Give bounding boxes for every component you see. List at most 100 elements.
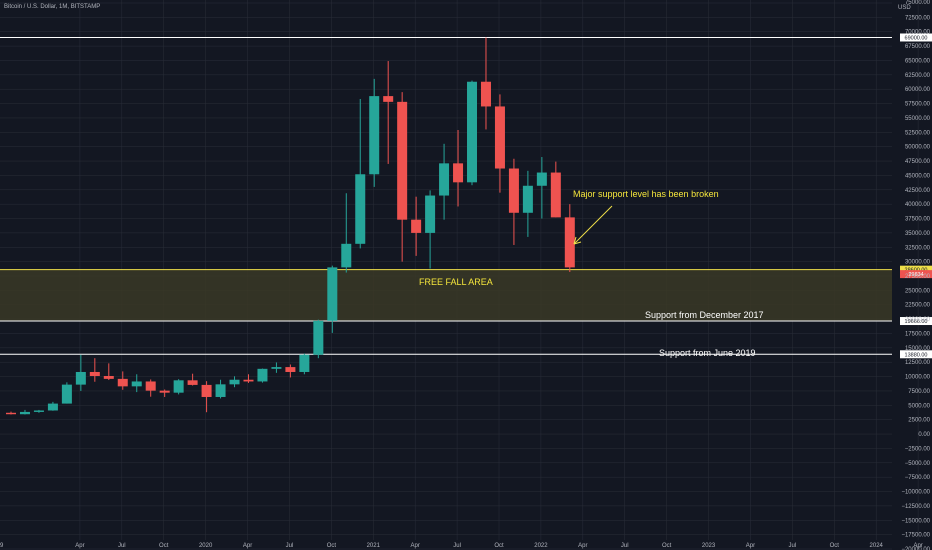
y-tick-label: 5000.00: [908, 403, 930, 409]
y-tick-label: −17500.00: [901, 533, 930, 539]
x-axis[interactable]: 9 Apr Jul Oct 2020 Apr Jul Oct 2021 Apr Jul Oct 2022…: [0, 543, 923, 549]
y-tick-label: −7500.00: [905, 475, 931, 481]
y-tick-label: 62500.00: [905, 73, 931, 79]
y-tick-label: 55000.00: [905, 116, 931, 122]
candle-body[interactable]: [271, 367, 282, 369]
level-tag: [900, 33, 932, 42]
x-tick-label: Apr: [75, 543, 84, 549]
candle-body[interactable]: [187, 380, 198, 385]
candle-body[interactable]: [19, 411, 30, 415]
candle-body[interactable]: [103, 376, 114, 379]
currency-label: USD: [898, 5, 911, 11]
y-tick-label: 72500.00: [905, 15, 931, 21]
level-tag-label: 69000.00: [905, 35, 928, 41]
candle-body[interactable]: [564, 217, 575, 268]
free-fall-zone: [0, 269, 892, 322]
y-tick-label: 42500.00: [905, 188, 931, 194]
x-tick-label: Jul: [118, 543, 126, 549]
level-tag: [900, 265, 932, 274]
level-tag-label: 13880.00: [905, 352, 928, 358]
support-jun-2019-annotation: Support from June 2019: [659, 348, 756, 358]
candle-body[interactable]: [159, 390, 170, 393]
y-tick-label: 27500.00: [905, 274, 931, 280]
candle-body[interactable]: [522, 185, 533, 213]
candle-body[interactable]: [550, 172, 561, 218]
major-support-annotation: Major support level has been broken: [573, 189, 719, 199]
y-tick-label: 12500.00: [905, 360, 931, 366]
candle-body[interactable]: [47, 403, 58, 411]
candle-body[interactable]: [536, 172, 547, 186]
candle-body[interactable]: [145, 381, 156, 391]
y-tick-label: −12500.00: [901, 504, 930, 510]
x-tick-label: Oct: [494, 543, 504, 549]
current-price-tag: [900, 270, 932, 279]
x-tick-label: Oct: [830, 543, 840, 549]
y-tick-label: 35000.00: [905, 231, 931, 237]
candle-body[interactable]: [397, 101, 408, 220]
level-tag: [900, 350, 932, 359]
y-tick-label: 37500.00: [905, 217, 931, 223]
candle-body[interactable]: [89, 371, 100, 377]
y-tick-label: 67500.00: [905, 44, 931, 50]
candle-body[interactable]: [61, 384, 72, 404]
candle-body[interactable]: [173, 380, 184, 393]
candle-body[interactable]: [313, 320, 324, 355]
candle-body[interactable]: [6, 412, 16, 415]
y-tick-label: 30000.00: [905, 260, 931, 266]
y-tick-label: 47500.00: [905, 159, 931, 165]
y-tick-label: 17500.00: [905, 331, 931, 337]
chart-title: Bitcoin / U.S. Dollar, 1M, BITSTAMP: [4, 4, 100, 10]
candle-body[interactable]: [285, 367, 296, 372]
x-tick-label: Oct: [159, 543, 169, 549]
candle-body[interactable]: [494, 106, 505, 169]
candle-series[interactable]: [6, 37, 575, 415]
y-tick-label: 52500.00: [905, 130, 931, 136]
y-tick-label: 20000.00: [905, 317, 931, 323]
level-tag: [900, 317, 932, 326]
candle-body[interactable]: [369, 96, 380, 175]
y-tick-label: 60000.00: [905, 87, 931, 93]
candle-body[interactable]: [215, 384, 226, 397]
candle-body[interactable]: [480, 81, 491, 107]
y-tick-label: −15000.00: [901, 518, 930, 524]
candle-body[interactable]: [201, 384, 212, 397]
candle-body[interactable]: [355, 174, 366, 244]
candle-body[interactable]: [439, 163, 450, 196]
y-tick-label: 57500.00: [905, 102, 931, 108]
candle-body[interactable]: [33, 410, 44, 412]
y-tick-label: 40000.00: [905, 202, 931, 208]
y-tick-label: −5000.00: [905, 461, 931, 467]
x-tick-label: Jul: [286, 543, 294, 549]
candle-body[interactable]: [341, 243, 352, 268]
candle-body[interactable]: [75, 371, 86, 385]
candle-body[interactable]: [257, 368, 268, 382]
x-tick-label: Apr: [411, 543, 420, 549]
y-tick-label: 22500.00: [905, 303, 931, 309]
x-tick-label: Apr: [913, 543, 922, 549]
candle-body[interactable]: [299, 354, 310, 372]
annotations: Major support level has been broken FREE…: [419, 189, 764, 358]
candle-body[interactable]: [508, 168, 519, 213]
candle-body[interactable]: [425, 195, 436, 233]
x-tick-label: 2020: [199, 543, 213, 549]
y-tick-label: 75000.00: [905, 0, 931, 6]
candle-body[interactable]: [243, 379, 254, 382]
y-tick-label: 32500.00: [905, 245, 931, 251]
x-tick-label: Jul: [621, 543, 629, 549]
candle-body[interactable]: [131, 381, 142, 387]
candle-body[interactable]: [467, 81, 478, 183]
y-tick-label: 0.00: [918, 432, 930, 438]
candle-body[interactable]: [453, 163, 464, 183]
y-tick-label: 7500.00: [908, 389, 930, 395]
x-tick-label: 2024: [870, 543, 884, 549]
candle-body[interactable]: [411, 219, 422, 233]
y-axis[interactable]: 72500.00 70000.00 67500.00 65000.00 62500.00…: [901, 0, 930, 550]
candle-body[interactable]: [383, 96, 394, 102]
x-tick-label: 2022: [534, 543, 548, 549]
y-tick-label: 10000.00: [905, 375, 931, 381]
candle-body[interactable]: [117, 378, 128, 387]
candle-body[interactable]: [229, 379, 240, 385]
candle-body[interactable]: [327, 267, 338, 321]
